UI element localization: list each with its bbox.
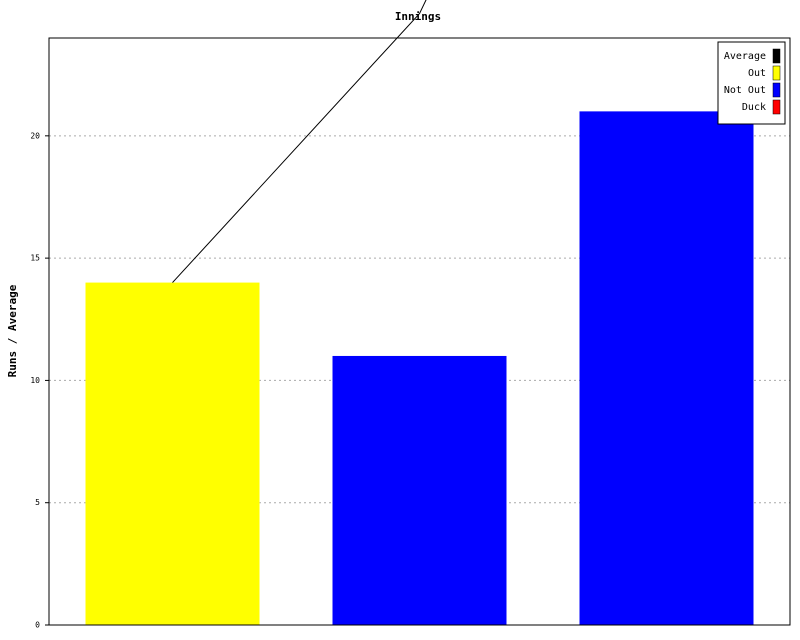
bar bbox=[85, 282, 260, 625]
y-tick-label: 15 bbox=[30, 254, 40, 263]
y-tick-label: 20 bbox=[30, 131, 40, 140]
legend-swatch bbox=[772, 99, 781, 115]
legend-swatch bbox=[772, 82, 781, 98]
y-tick-label: 5 bbox=[35, 498, 40, 507]
plot-frame bbox=[48, 37, 791, 626]
legend-label: Duck bbox=[742, 102, 766, 113]
legend-swatch bbox=[772, 48, 781, 64]
legend-swatch bbox=[772, 65, 781, 81]
chart-title: Innings bbox=[395, 10, 441, 23]
y-tick-label: 0 bbox=[35, 621, 40, 630]
legend-label: Out bbox=[748, 68, 766, 79]
average-line bbox=[172, 0, 427, 283]
y-axis-label: Runs / Average bbox=[6, 284, 19, 377]
bar bbox=[579, 111, 754, 625]
y-tick-label: 10 bbox=[30, 376, 40, 385]
legend-label: Not Out bbox=[724, 85, 766, 96]
legend-label: Average bbox=[724, 51, 766, 62]
bar bbox=[332, 355, 507, 625]
